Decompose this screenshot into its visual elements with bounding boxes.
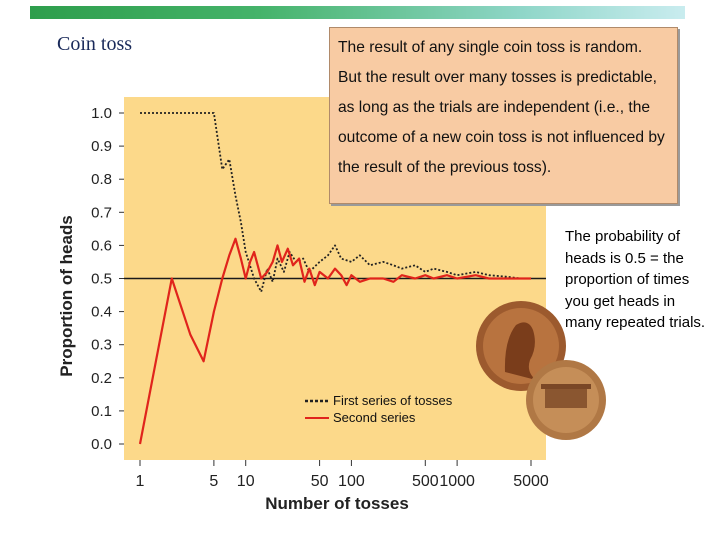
title-accent-bar [30, 6, 685, 19]
y-tick-label: 0.3 [91, 337, 112, 354]
y-tick-label: 1.0 [91, 105, 112, 122]
y-tick-label: 0.6 [91, 237, 112, 254]
y-tick-label: 0.0 [91, 436, 112, 453]
x-tick-label: 100 [338, 473, 365, 490]
y-tick-label: 0.4 [91, 304, 112, 321]
probability-note: The probability of heads is 0.5 = the pr… [565, 228, 706, 332]
legend-label-second-series: Second series [333, 410, 416, 425]
y-tick-label: 0.5 [91, 271, 112, 288]
legend: First series of tosses Second series [305, 393, 453, 425]
x-tick-label: 50 [311, 473, 329, 490]
x-tick-label: 5 [209, 473, 218, 490]
y-tick-label: 0.1 [91, 403, 112, 420]
y-axis-ticks: 0.0 0.1 0.2 0.3 0.4 0.5 0.6 0.7 0.8 0.9 1.0 [91, 105, 124, 453]
y-tick-label: 0.2 [91, 370, 112, 387]
x-tick-label: 1 [136, 473, 145, 490]
independence-callout: The result of any single coin toss is ra… [329, 27, 678, 204]
series-line-first [140, 112, 531, 293]
x-axis-ticks: 1 5 10 50 100 500 1000 5000 [136, 460, 549, 490]
legend-label-first-series: First series of tosses [333, 393, 453, 408]
y-tick-label: 0.9 [91, 138, 112, 155]
x-axis-title: Number of tosses [265, 494, 409, 513]
coin-photo-reverse [526, 360, 606, 440]
series-line-second [138, 237, 531, 445]
x-tick-label: 1000 [439, 473, 475, 490]
series-group [138, 112, 531, 445]
x-tick-label: 500 [412, 473, 439, 490]
x-tick-label: 10 [237, 473, 255, 490]
y-tick-label: 0.7 [91, 204, 112, 221]
slide-title: Coin toss [57, 33, 133, 55]
y-tick-label: 0.8 [91, 171, 112, 188]
x-tick-label: 5000 [513, 473, 549, 490]
y-axis-title: Proportion of heads [57, 215, 76, 377]
